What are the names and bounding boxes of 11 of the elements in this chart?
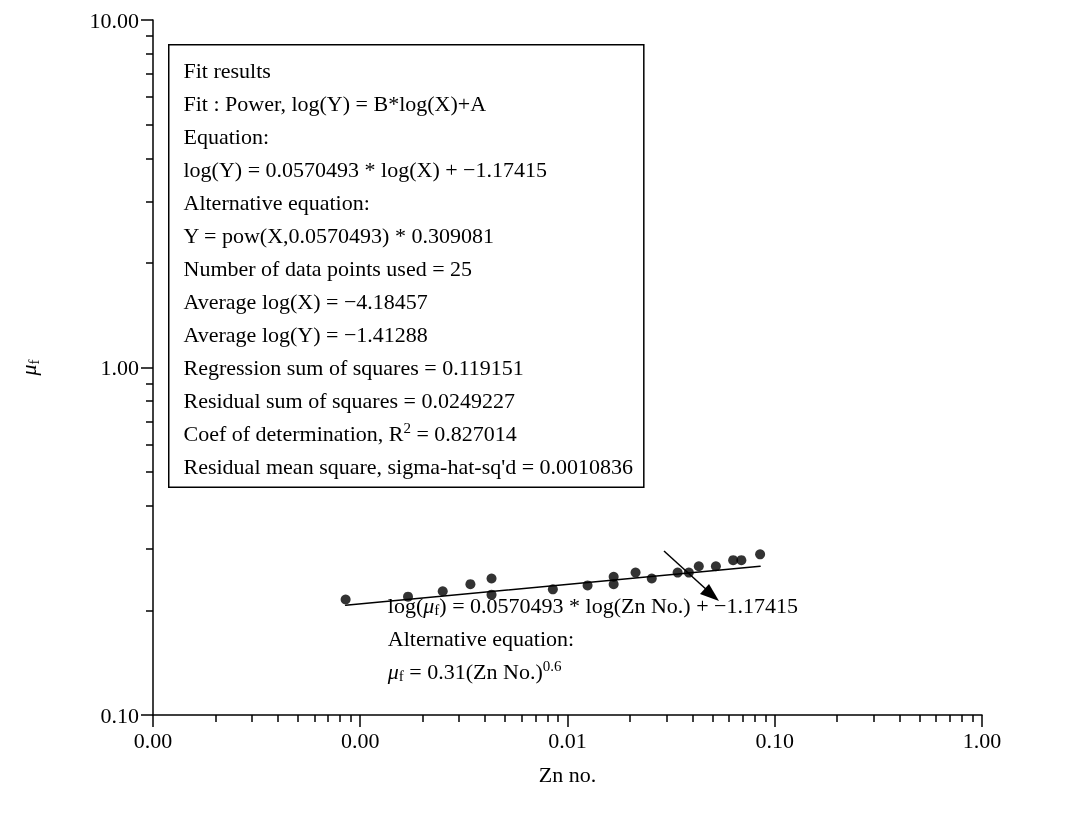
x-tick-label: 0.00 [133,727,173,753]
annotation: Alternative equation: [387,625,575,651]
x-tick-label: 1.00 [962,727,1002,753]
y-tick-label: 0.10 [100,702,139,728]
x-tick-label: 0.00 [341,727,380,753]
x-tick-label: 0.10 [755,727,794,753]
y-tick-label: 1.00 [100,355,139,380]
y-tick-label: 10.00 [89,7,139,33]
x-tick-label: 0.01 [548,727,587,753]
y-axis-title: μf [16,359,42,377]
x-axis-title: Zn no. [538,761,597,787]
